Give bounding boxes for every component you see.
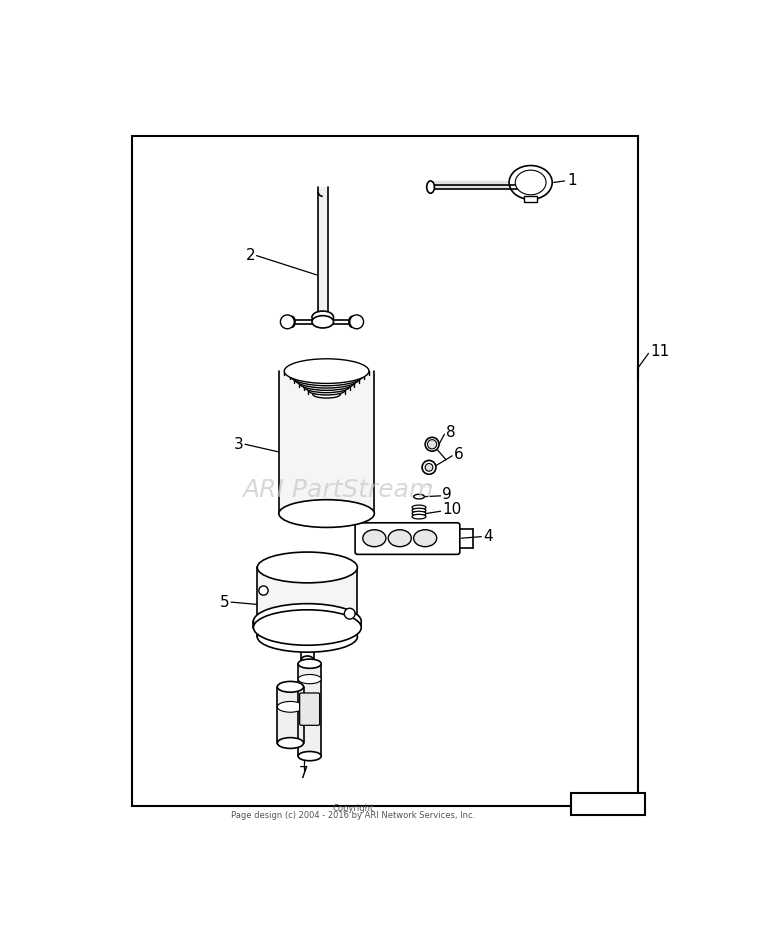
Ellipse shape [289,364,363,386]
Ellipse shape [427,439,437,449]
Ellipse shape [412,511,426,516]
Ellipse shape [427,181,434,193]
Text: 10: 10 [442,503,461,517]
Ellipse shape [422,460,436,474]
Ellipse shape [388,530,411,547]
Ellipse shape [278,682,303,692]
Text: Copyright: Copyright [333,803,374,813]
Ellipse shape [254,610,361,645]
Text: 2: 2 [246,248,255,263]
Ellipse shape [312,311,334,323]
Ellipse shape [278,737,303,749]
Ellipse shape [516,170,546,195]
Ellipse shape [425,438,439,451]
Ellipse shape [254,604,361,639]
Text: 5: 5 [220,595,230,609]
Ellipse shape [413,494,424,499]
FancyBboxPatch shape [355,522,459,554]
Bar [318,187,328,317]
Ellipse shape [298,674,321,684]
Ellipse shape [425,464,433,472]
Text: 3: 3 [234,437,244,452]
Text: 4: 4 [483,529,492,544]
Text: 6: 6 [454,447,463,462]
Bar [298,664,321,756]
Ellipse shape [301,656,314,664]
Ellipse shape [349,317,355,327]
Ellipse shape [509,166,552,199]
Ellipse shape [284,358,369,384]
Ellipse shape [280,315,294,329]
Text: 9: 9 [442,487,452,502]
Text: 11: 11 [650,344,669,359]
Ellipse shape [298,752,321,761]
Text: 8: 8 [446,425,456,440]
Ellipse shape [298,659,321,669]
Ellipse shape [413,530,437,547]
Bar [132,136,639,806]
Ellipse shape [308,386,345,395]
Ellipse shape [349,315,363,329]
Bar [524,196,537,203]
Text: ARI PartStream: ARI PartStream [243,478,434,503]
Ellipse shape [312,316,334,328]
Text: LVP5641: LVP5641 [574,797,641,811]
Ellipse shape [363,530,386,547]
Ellipse shape [257,552,357,583]
Bar [318,307,328,326]
Ellipse shape [257,621,357,653]
Ellipse shape [412,505,426,510]
FancyBboxPatch shape [300,693,320,725]
Bar [279,372,374,514]
Text: ™: ™ [421,482,435,496]
Ellipse shape [313,390,340,398]
Bar [278,687,303,743]
Ellipse shape [303,380,349,392]
Text: 1: 1 [567,174,576,189]
Ellipse shape [259,586,268,595]
Ellipse shape [294,370,359,389]
Bar [572,793,644,815]
Ellipse shape [299,375,354,390]
Text: Page design (c) 2004 - 2016 by ARI Network Services, Inc.: Page design (c) 2004 - 2016 by ARI Netwo… [232,811,476,819]
Ellipse shape [279,500,374,527]
Text: 7: 7 [299,767,308,782]
Ellipse shape [278,702,303,712]
Ellipse shape [412,514,426,519]
Ellipse shape [344,608,355,619]
Ellipse shape [412,508,426,513]
Bar [257,568,357,637]
Ellipse shape [289,317,295,327]
